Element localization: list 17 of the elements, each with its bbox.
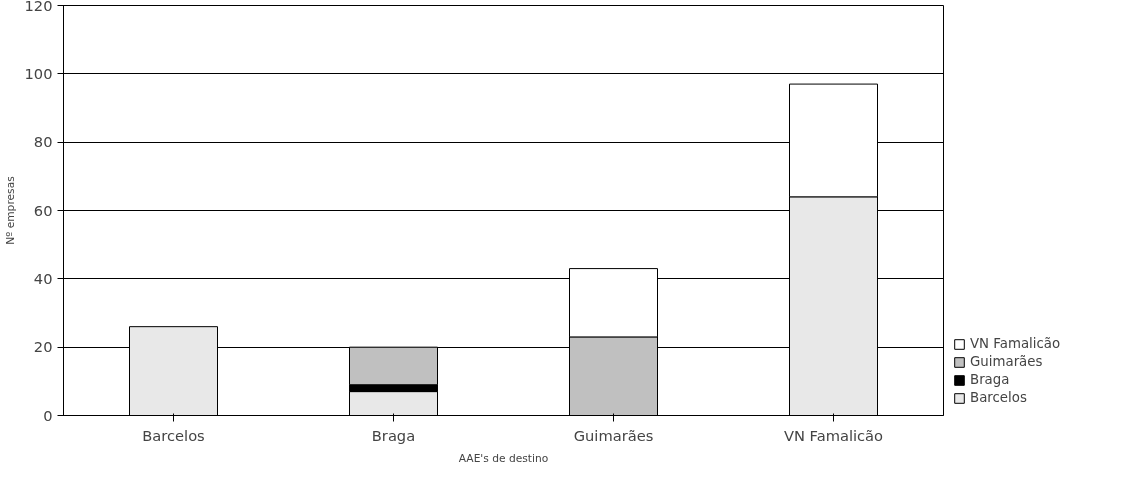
y-tick-label: 20 bbox=[33, 338, 53, 356]
legend-label: VN Famalicão bbox=[970, 336, 1061, 351]
x-tick-label: Braga bbox=[371, 426, 416, 444]
legend-label: Braga bbox=[970, 372, 1010, 387]
y-tick-label: 100 bbox=[24, 64, 53, 82]
y-tick-label: 40 bbox=[33, 269, 53, 287]
y-tick-label: 80 bbox=[33, 133, 53, 151]
y-tick-label: 120 bbox=[24, 0, 53, 14]
y-tick-label: 60 bbox=[33, 201, 53, 219]
y-axis-title: Nº empresas bbox=[3, 175, 17, 245]
legend-label: Barcelos bbox=[970, 390, 1027, 405]
x-axis-title: AAE's de destino bbox=[458, 451, 549, 465]
legend-label: Guimarães bbox=[970, 354, 1043, 369]
x-tick-label: Barcelos bbox=[142, 426, 205, 444]
x-tick-label: Guimarães bbox=[573, 426, 654, 444]
y-tick-label: 0 bbox=[43, 406, 53, 424]
x-tick-label: VN Famalicão bbox=[783, 426, 884, 444]
